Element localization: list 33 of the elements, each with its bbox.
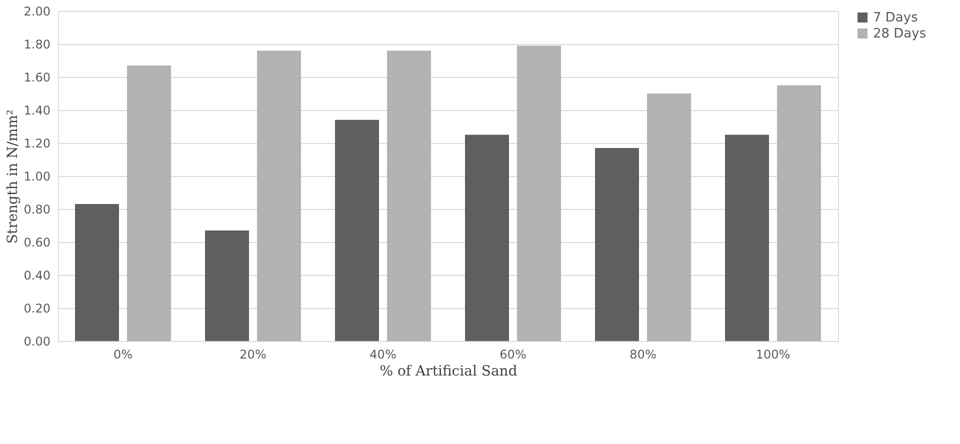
y-tick-label: 0.60 [24, 236, 50, 250]
bar [335, 120, 379, 341]
y-tick-label: 0.20 [24, 302, 50, 316]
y-tick-label: 0.00 [24, 334, 50, 348]
y-tick-label: 1.20 [24, 136, 50, 150]
x-tick-label: 40% [370, 348, 396, 362]
bar [777, 85, 821, 341]
bar [205, 230, 249, 341]
x-tick-label: 60% [500, 348, 526, 362]
bar [257, 50, 301, 341]
bar [387, 50, 431, 341]
y-tick-label: 1.80 [24, 38, 50, 52]
x-tick-label: 0% [113, 348, 133, 362]
bar [75, 204, 119, 341]
legend-label: 7 Days [873, 10, 918, 26]
x-tick-label: 100% [756, 348, 790, 362]
y-tick-label: 0.80 [24, 202, 50, 216]
legend-label: 28 Days [873, 26, 926, 42]
x-tick-label: 20% [240, 348, 266, 362]
bar [465, 134, 509, 341]
y-tick-label: 2.00 [24, 4, 50, 18]
bar [595, 148, 639, 341]
bar [127, 65, 171, 341]
bar [517, 46, 561, 341]
bar [647, 94, 691, 341]
x-axis-title: % of Artificial Sand [380, 364, 518, 380]
y-tick-label: 0.40 [24, 268, 50, 282]
y-tick-label: 1.60 [24, 70, 50, 84]
y-tick-label: 1.40 [24, 104, 50, 118]
bar [725, 134, 769, 341]
y-tick-label: 1.00 [24, 170, 50, 184]
x-tick-label: 80% [630, 348, 656, 362]
y-axis-title: Strength in N/mm² [4, 109, 21, 244]
